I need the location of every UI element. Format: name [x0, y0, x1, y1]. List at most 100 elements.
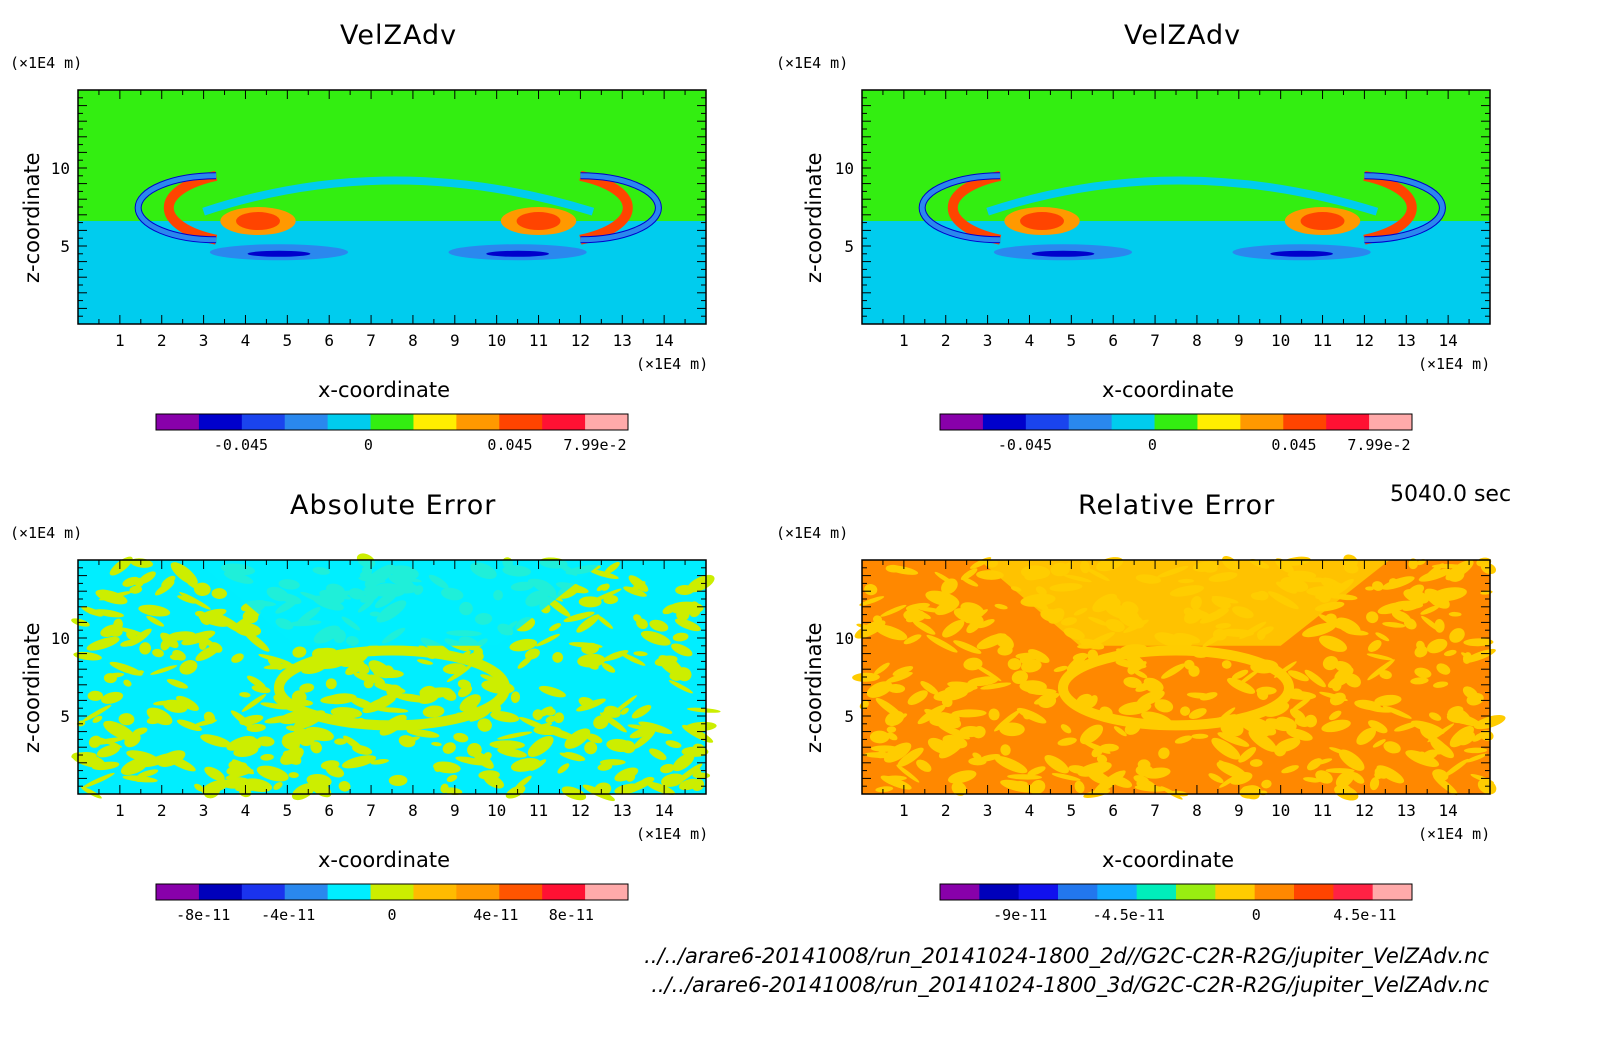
- noise-patch: [458, 685, 473, 698]
- noise-patch: [204, 766, 225, 781]
- x-tick-label: 12: [571, 801, 590, 820]
- noise-patch: [122, 775, 158, 783]
- noise-patch: [553, 712, 565, 724]
- noise-patch: [1465, 753, 1487, 763]
- x-tick-label: 10: [1271, 331, 1290, 350]
- noise-patch: [603, 595, 619, 605]
- noise-patch: [1231, 669, 1249, 680]
- noise-patch: [669, 672, 683, 681]
- colorbar-segment: [284, 884, 329, 900]
- noise-patch: [1372, 581, 1384, 591]
- x-tick-label: 12: [571, 331, 590, 350]
- noise-patch: [1448, 611, 1462, 617]
- colorbar-segment: [1111, 414, 1156, 430]
- dome-ring: [273, 645, 511, 731]
- noise-patch: [176, 695, 199, 711]
- noise-patch: [1123, 676, 1142, 688]
- noise-patch: [1051, 773, 1081, 781]
- noise-patch: [133, 670, 144, 676]
- colorbar-segment: [198, 884, 243, 900]
- y-tick-label: 5: [60, 707, 70, 726]
- arc-band: [986, 176, 1379, 216]
- noise-patch: [577, 653, 606, 668]
- noise-patch: [320, 694, 354, 704]
- noise-patch: [398, 735, 416, 748]
- noise-patch: [291, 783, 315, 801]
- noise-patch: [480, 674, 498, 682]
- dome-ring: [1057, 645, 1295, 731]
- noise-patch: [872, 615, 883, 624]
- noise-patch: [179, 660, 198, 675]
- noise-patch: [1286, 728, 1313, 741]
- noise-patch: [489, 740, 525, 750]
- y-tick-label: 5: [844, 237, 854, 256]
- x-tick-label: 9: [1234, 331, 1244, 350]
- x-unit-label: (×1E4 m): [636, 825, 709, 843]
- colorbar-label: -8e-11: [176, 906, 230, 924]
- noise-patch: [999, 722, 1025, 737]
- noise-patch: [256, 736, 275, 747]
- noise-patch: [124, 732, 141, 748]
- noise-patch: [671, 643, 693, 657]
- noise-patch: [1079, 724, 1104, 745]
- noise-patch: [193, 582, 211, 597]
- noise-patch: [886, 565, 919, 575]
- noise-patch: [658, 655, 684, 677]
- noise-patch: [338, 781, 351, 792]
- noise-patch: [1188, 708, 1207, 719]
- colorbar-label: 7.99e-2: [563, 436, 626, 454]
- noise-patch: [1007, 658, 1022, 670]
- noise-patch: [120, 639, 136, 647]
- noise-patch: [166, 752, 176, 761]
- noise-patch: [1408, 558, 1419, 570]
- colorbar-segment: [1283, 414, 1327, 430]
- noise-patch: [467, 742, 482, 757]
- file-path-2d: ../../arare6-20141008/run_20141024-1800_…: [644, 944, 1489, 968]
- noise-patch: [431, 742, 442, 747]
- x-axis-label: x-coordinate: [318, 848, 451, 872]
- noise-patch: [941, 696, 953, 708]
- noise-patch: [951, 781, 967, 796]
- noise-patch: [1420, 605, 1440, 615]
- noise-patch: [886, 726, 897, 733]
- x-tick-label: 7: [1150, 331, 1160, 350]
- noise-patch: [1281, 765, 1299, 774]
- x-unit-label: (×1E4 m): [636, 355, 709, 373]
- colorbar-label: 4.5e-11: [1333, 906, 1396, 924]
- noise-patch: [455, 756, 488, 766]
- noise-patch: [988, 708, 1000, 721]
- noise-patch: [1321, 719, 1351, 733]
- noise-patch: [198, 615, 229, 627]
- noise-patch: [514, 775, 532, 790]
- noise-patch: [1433, 681, 1449, 688]
- heatmap-field: [862, 90, 1490, 324]
- vortex-ring-red: [579, 170, 633, 245]
- noise-patch: [517, 656, 533, 669]
- vortex-ring-red: [163, 170, 218, 245]
- noise-patch: [357, 663, 370, 675]
- noise-patch: [374, 682, 406, 694]
- vortex-ring-blue: [919, 173, 1001, 243]
- noise-patch: [686, 707, 721, 713]
- x-tick-label: 10: [1271, 801, 1290, 820]
- noise-patch: [907, 690, 928, 705]
- noise-patch: [1466, 693, 1484, 706]
- noise-patch: [672, 753, 695, 772]
- noise-patch: [690, 601, 699, 611]
- noise-patch: [875, 786, 894, 793]
- noise-patch: [1044, 755, 1069, 774]
- x-tick-label: 5: [283, 801, 293, 820]
- noise-patch: [1402, 600, 1424, 612]
- noise-patch: [685, 721, 717, 732]
- x-tick-label: 8: [408, 801, 418, 820]
- noise-patch: [237, 736, 262, 751]
- noise-patch: [1425, 563, 1444, 578]
- noise-patch: [211, 588, 227, 599]
- x-tick-label: 1: [899, 331, 909, 350]
- x-tick-label: 4: [1025, 801, 1035, 820]
- arc-band: [202, 176, 595, 216]
- x-tick-label: 11: [529, 331, 548, 350]
- noise-patch: [1375, 632, 1390, 642]
